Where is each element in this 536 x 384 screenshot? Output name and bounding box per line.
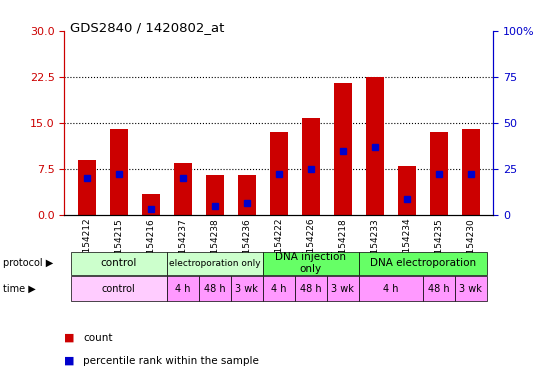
Text: 3 wk: 3 wk	[235, 284, 258, 294]
Bar	[462, 129, 480, 215]
Text: 4 h: 4 h	[175, 284, 190, 294]
Text: 4 h: 4 h	[383, 284, 398, 294]
Text: control: control	[102, 284, 136, 294]
Bar	[142, 194, 160, 215]
Text: electroporation only: electroporation only	[169, 258, 260, 268]
Text: protocol ▶: protocol ▶	[3, 258, 53, 268]
Bar	[398, 166, 415, 215]
Bar	[206, 175, 224, 215]
Bar	[302, 118, 319, 215]
Bar	[238, 175, 256, 215]
Text: DNA injection
only: DNA injection only	[275, 252, 346, 274]
Text: time ▶: time ▶	[3, 284, 35, 294]
Bar	[430, 132, 448, 215]
Text: 3 wk: 3 wk	[459, 284, 482, 294]
Text: ■: ■	[64, 333, 75, 343]
Text: 4 h: 4 h	[271, 284, 286, 294]
Bar	[270, 132, 287, 215]
Bar	[110, 129, 128, 215]
Text: 48 h: 48 h	[204, 284, 226, 294]
Bar	[334, 83, 352, 215]
Text: DNA electroporation: DNA electroporation	[370, 258, 476, 268]
Bar	[366, 77, 384, 215]
Text: percentile rank within the sample: percentile rank within the sample	[83, 356, 259, 366]
Text: count: count	[83, 333, 113, 343]
Text: 48 h: 48 h	[428, 284, 450, 294]
Text: 48 h: 48 h	[300, 284, 322, 294]
Text: control: control	[101, 258, 137, 268]
Text: ■: ■	[64, 356, 75, 366]
Text: 3 wk: 3 wk	[331, 284, 354, 294]
Bar	[174, 163, 191, 215]
Bar	[78, 160, 95, 215]
Text: GDS2840 / 1420802_at: GDS2840 / 1420802_at	[70, 21, 224, 34]
